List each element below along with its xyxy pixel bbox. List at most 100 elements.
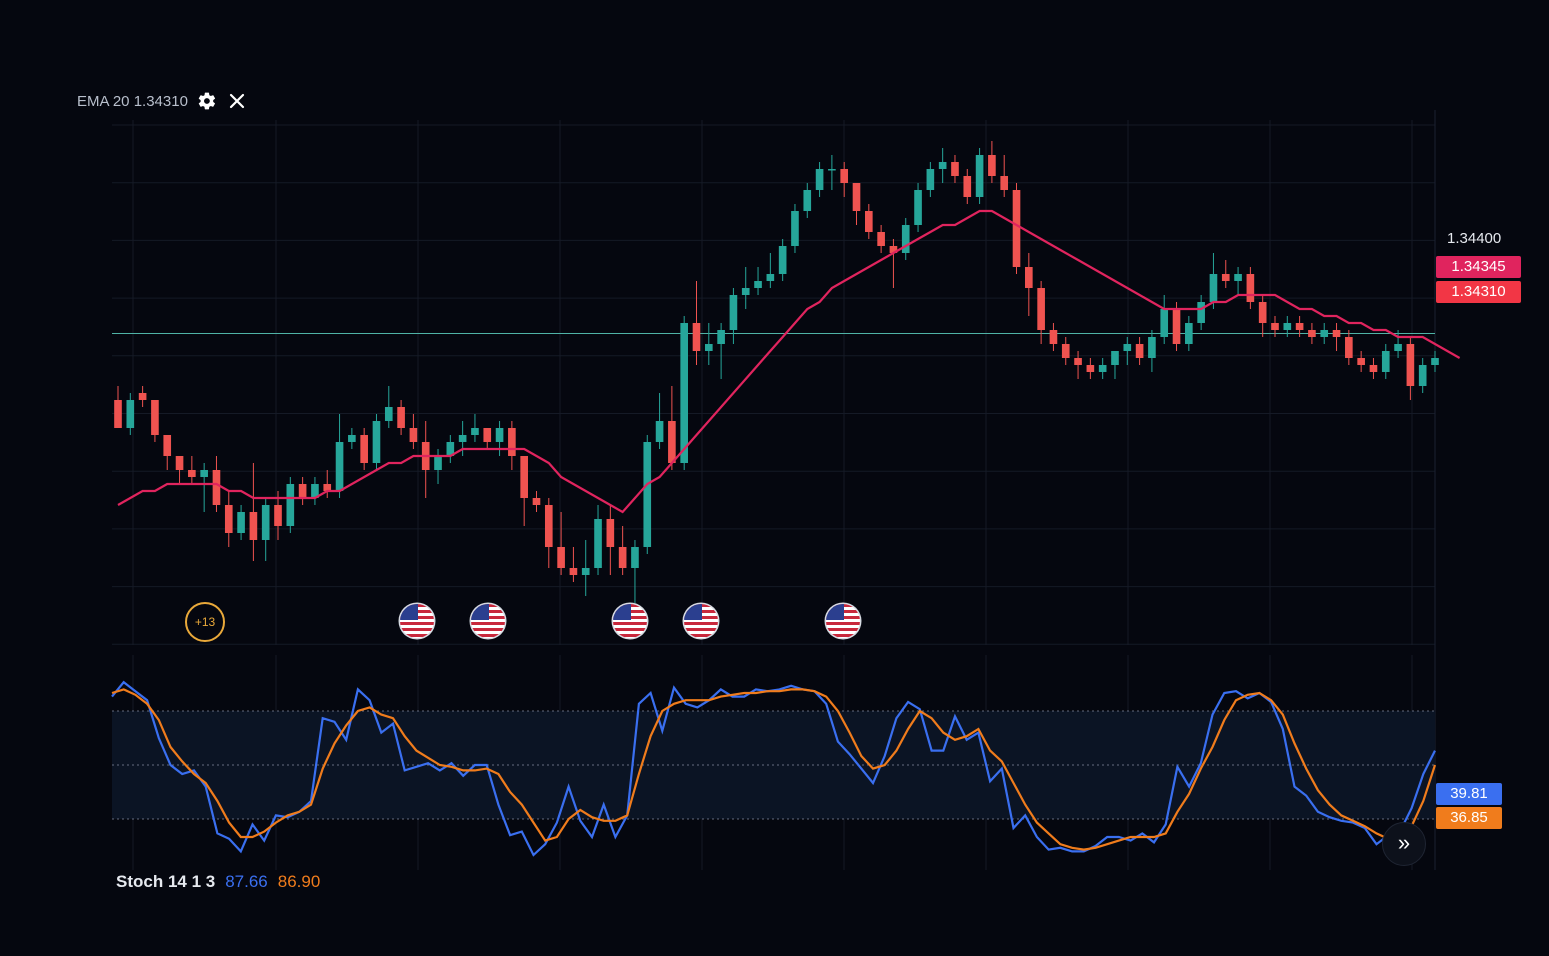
candle-body (471, 428, 479, 435)
candle-body (655, 421, 664, 442)
stoch-zone (112, 710, 1435, 820)
candle-body (1295, 323, 1304, 330)
candle-body (741, 288, 750, 295)
candle-body (237, 512, 245, 533)
candle-body (372, 421, 381, 463)
close-icon[interactable] (226, 90, 248, 112)
candle-body (1308, 330, 1316, 337)
candle-body (951, 162, 959, 176)
candle-body (1185, 323, 1193, 344)
stoch-legend: Stoch 14 1 3 87.66 86.90 (116, 872, 320, 892)
candle-body (212, 470, 221, 505)
candle-body (163, 435, 172, 456)
stoch-d-value: 86.90 (277, 872, 321, 891)
candle-body (311, 484, 319, 498)
candle-body (1394, 344, 1402, 351)
candle-body (483, 428, 492, 442)
candle-body (1086, 365, 1095, 372)
candle-body (298, 484, 307, 498)
candle-body (938, 162, 947, 169)
stoch-lines (111, 680, 1437, 857)
candle-body (1345, 337, 1353, 358)
candle-body (1012, 190, 1021, 267)
candle-body (680, 323, 689, 463)
candle-body (138, 393, 147, 400)
candle-body (397, 407, 405, 428)
price-axis-level-label: 1.34400 (1447, 230, 1502, 247)
us-flag-icon[interactable] (469, 602, 507, 640)
candle-body (1418, 365, 1427, 386)
candle-body (1111, 351, 1119, 365)
candle-body (1258, 302, 1267, 323)
double-chevron-right-icon: » (1397, 830, 1411, 855)
ema-legend: EMA 20 1.34310 (77, 90, 248, 112)
candle-body (1061, 344, 1070, 358)
candle-body (864, 211, 873, 232)
candle-body (618, 547, 627, 568)
candle-body (729, 295, 738, 330)
candle-body (1369, 365, 1378, 372)
ema-line (117, 209, 1461, 514)
candle-body (594, 519, 602, 568)
stoch-legend-name: Stoch 14 1 3 (116, 872, 216, 891)
candles (114, 141, 1439, 603)
scroll-to-realtime-button[interactable]: » (1382, 822, 1426, 866)
candle-body (581, 568, 590, 575)
candle-body (557, 547, 565, 568)
candle-body (520, 456, 528, 498)
ema-20-line (117, 209, 1461, 514)
candle-body (1074, 358, 1082, 365)
candle-body (1381, 351, 1390, 372)
candle-body (495, 428, 504, 442)
us-flag-icon[interactable] (682, 602, 720, 640)
candle-body (877, 232, 885, 246)
events-cluster-badge[interactable]: +13 (185, 602, 225, 642)
candle-body (717, 330, 725, 344)
candle-body (643, 442, 652, 547)
candle-body (544, 505, 553, 547)
candle-body (852, 183, 861, 211)
candle-body (249, 512, 258, 540)
candle-body (704, 344, 713, 351)
candle-body (1209, 274, 1218, 302)
candle-body (606, 519, 615, 547)
candle-body (1000, 176, 1009, 190)
candle-body (901, 225, 910, 253)
candle-body (434, 456, 442, 470)
candle-body (175, 456, 184, 470)
candle-body (532, 498, 541, 505)
candle-body (1431, 358, 1439, 365)
candle-body (766, 274, 775, 281)
candle-body (1148, 337, 1156, 358)
candle-body (126, 400, 135, 428)
candle-body (840, 169, 849, 183)
candle-body (360, 435, 368, 463)
candle-body (274, 505, 282, 526)
candle-body (914, 190, 922, 225)
candle-body (1160, 309, 1169, 337)
stoch-d-tag: 36.85 (1436, 807, 1502, 829)
candle-body (692, 323, 701, 351)
candle-body (803, 190, 812, 211)
candle-body (975, 155, 984, 197)
candle-body (188, 470, 196, 477)
candle-body (1234, 274, 1242, 281)
candle-body (114, 400, 122, 428)
candle-body (1271, 323, 1279, 330)
candle-body (1098, 365, 1107, 372)
candle-body (1049, 330, 1058, 344)
stoch-d-line (111, 688, 1437, 851)
gear-icon[interactable] (196, 90, 218, 112)
candle-body (828, 169, 836, 171)
ema-legend-label: EMA 20 1.34310 (77, 92, 188, 110)
candle-body (323, 484, 332, 491)
candle-body (508, 428, 516, 456)
candle-body (1123, 344, 1132, 351)
us-flag-icon[interactable] (398, 602, 436, 640)
us-flag-icon[interactable] (824, 602, 862, 640)
us-flag-icon[interactable] (611, 602, 649, 640)
candle-body (1283, 323, 1292, 330)
candle-body (1197, 302, 1205, 323)
grid (112, 110, 1436, 870)
